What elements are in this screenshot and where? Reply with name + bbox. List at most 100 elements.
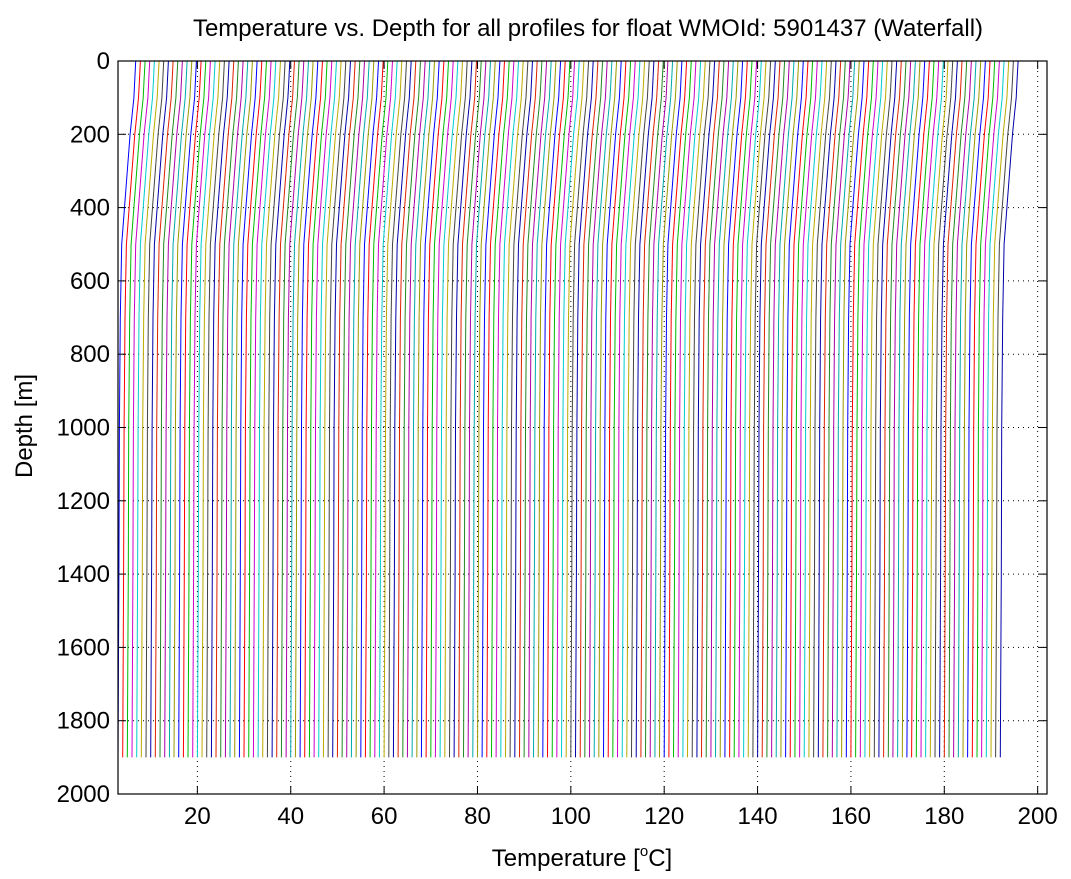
profile-line-20 (206, 60, 225, 758)
profile-line-56 (374, 60, 393, 758)
profile-line-158 (850, 60, 870, 758)
profile-line-82 (495, 60, 515, 758)
y-tick-label-9: 1800 (57, 708, 110, 735)
y-tick-label-4: 800 (70, 341, 110, 368)
profile-line-31 (257, 60, 277, 758)
profile-line-73 (453, 60, 473, 758)
profile-line-37 (285, 60, 305, 758)
profile-line-54 (364, 60, 384, 758)
profile-line-131 (724, 60, 744, 758)
profile-line-30 (252, 60, 272, 758)
profile-line-146 (794, 60, 814, 758)
profile-line-174 (925, 60, 944, 758)
x-axis-label: Temperature [oC] (492, 843, 672, 872)
y-tick-label-10: 2000 (57, 781, 110, 808)
profile-line-154 (831, 60, 851, 758)
profile-line-10 (159, 60, 179, 758)
profile-line-132 (729, 60, 748, 758)
profile-line-115 (649, 60, 669, 758)
profile-line-179 (948, 60, 968, 758)
profile-line-49 (341, 60, 361, 758)
profile-line-76 (467, 60, 487, 758)
profile-line-184 (971, 60, 991, 758)
profile-line-94 (551, 60, 571, 758)
profile-line-113 (640, 60, 660, 758)
chart-title: Temperature vs. Depth for all profiles f… (193, 15, 983, 42)
profile-line-39 (294, 60, 314, 758)
profile-line-157 (845, 60, 865, 758)
profile-line-66 (420, 60, 440, 758)
profile-line-119 (668, 60, 688, 758)
profile-line-180 (953, 60, 972, 758)
profile-line-104 (598, 60, 618, 758)
profile-line-85 (509, 60, 529, 758)
profile-line-35 (276, 60, 295, 758)
profile-line-110 (626, 60, 646, 758)
profile-line-15 (182, 60, 202, 758)
profile-line-136 (747, 60, 767, 758)
profile-line-176 (934, 60, 954, 758)
profile-line-87 (519, 60, 538, 758)
profile-line-117 (659, 60, 678, 758)
plot-area: 20 40 60 80 100 120 140 160 180 20002004006008001… (57, 48, 1058, 830)
profile-line-72 (449, 60, 468, 758)
profile-line-27 (238, 60, 258, 758)
profile-line-62 (402, 60, 421, 758)
profile-line-75 (463, 60, 482, 758)
profile-line-182 (962, 60, 982, 758)
profile-line-127 (705, 60, 725, 758)
profile-line-141 (771, 60, 790, 758)
profile-line-159 (855, 60, 874, 758)
profile-line-96 (561, 60, 580, 758)
profile-line-133 (733, 60, 753, 758)
profile-line-61 (397, 60, 417, 758)
profile-line-2 (122, 60, 141, 758)
y-tick-label-6: 1200 (57, 488, 110, 515)
profile-line-189 (995, 60, 1014, 758)
profile-line-88 (523, 60, 543, 758)
profile-line-130 (719, 60, 739, 758)
profile-line-47 (332, 60, 351, 758)
profile-line-36 (280, 60, 300, 758)
x-tick-label-1: 40 (277, 803, 304, 830)
profile-line-170 (906, 60, 926, 758)
profile-line-178 (943, 60, 963, 758)
profile-line-23 (220, 60, 239, 758)
profile-line-9 (154, 60, 174, 758)
profile-line-12 (168, 60, 188, 758)
profile-line-51 (350, 60, 370, 758)
profile-line-21 (210, 60, 230, 758)
profile-line-43 (313, 60, 333, 758)
x-tick-label-5: 120 (644, 803, 684, 830)
profile-line-98 (570, 60, 590, 758)
profile-line-186 (981, 60, 1000, 758)
x-tick-label-3: 80 (464, 803, 491, 830)
profile-line-142 (775, 60, 795, 758)
profile-line-70 (439, 60, 459, 758)
profile-line-71 (444, 60, 463, 758)
profile-line-135 (743, 60, 762, 758)
x-tick-label-4: 100 (551, 803, 591, 830)
profile-line-171 (911, 60, 930, 758)
profile-line-29 (248, 60, 267, 758)
profile-line-1 (117, 60, 137, 758)
profile-line-101 (584, 60, 604, 758)
profile-line-18 (196, 60, 216, 758)
profile-line-41 (304, 60, 323, 758)
profile-line-167 (892, 60, 912, 758)
profile-line-162 (869, 60, 888, 758)
profile-line-138 (757, 60, 776, 758)
profile-line-64 (411, 60, 431, 758)
profile-line-65 (416, 60, 435, 758)
profile-line-175 (929, 60, 949, 758)
profile-line-93 (547, 60, 566, 758)
profile-line-40 (299, 60, 319, 758)
profile-line-148 (803, 60, 823, 758)
profile-line-108 (617, 60, 636, 758)
profile-line-5 (136, 60, 155, 758)
profile-line-11 (164, 60, 183, 758)
profile-line-111 (631, 60, 650, 758)
profile-line-144 (785, 60, 804, 758)
profile-line-165 (883, 60, 902, 758)
y-tick-label-2: 400 (70, 195, 110, 222)
